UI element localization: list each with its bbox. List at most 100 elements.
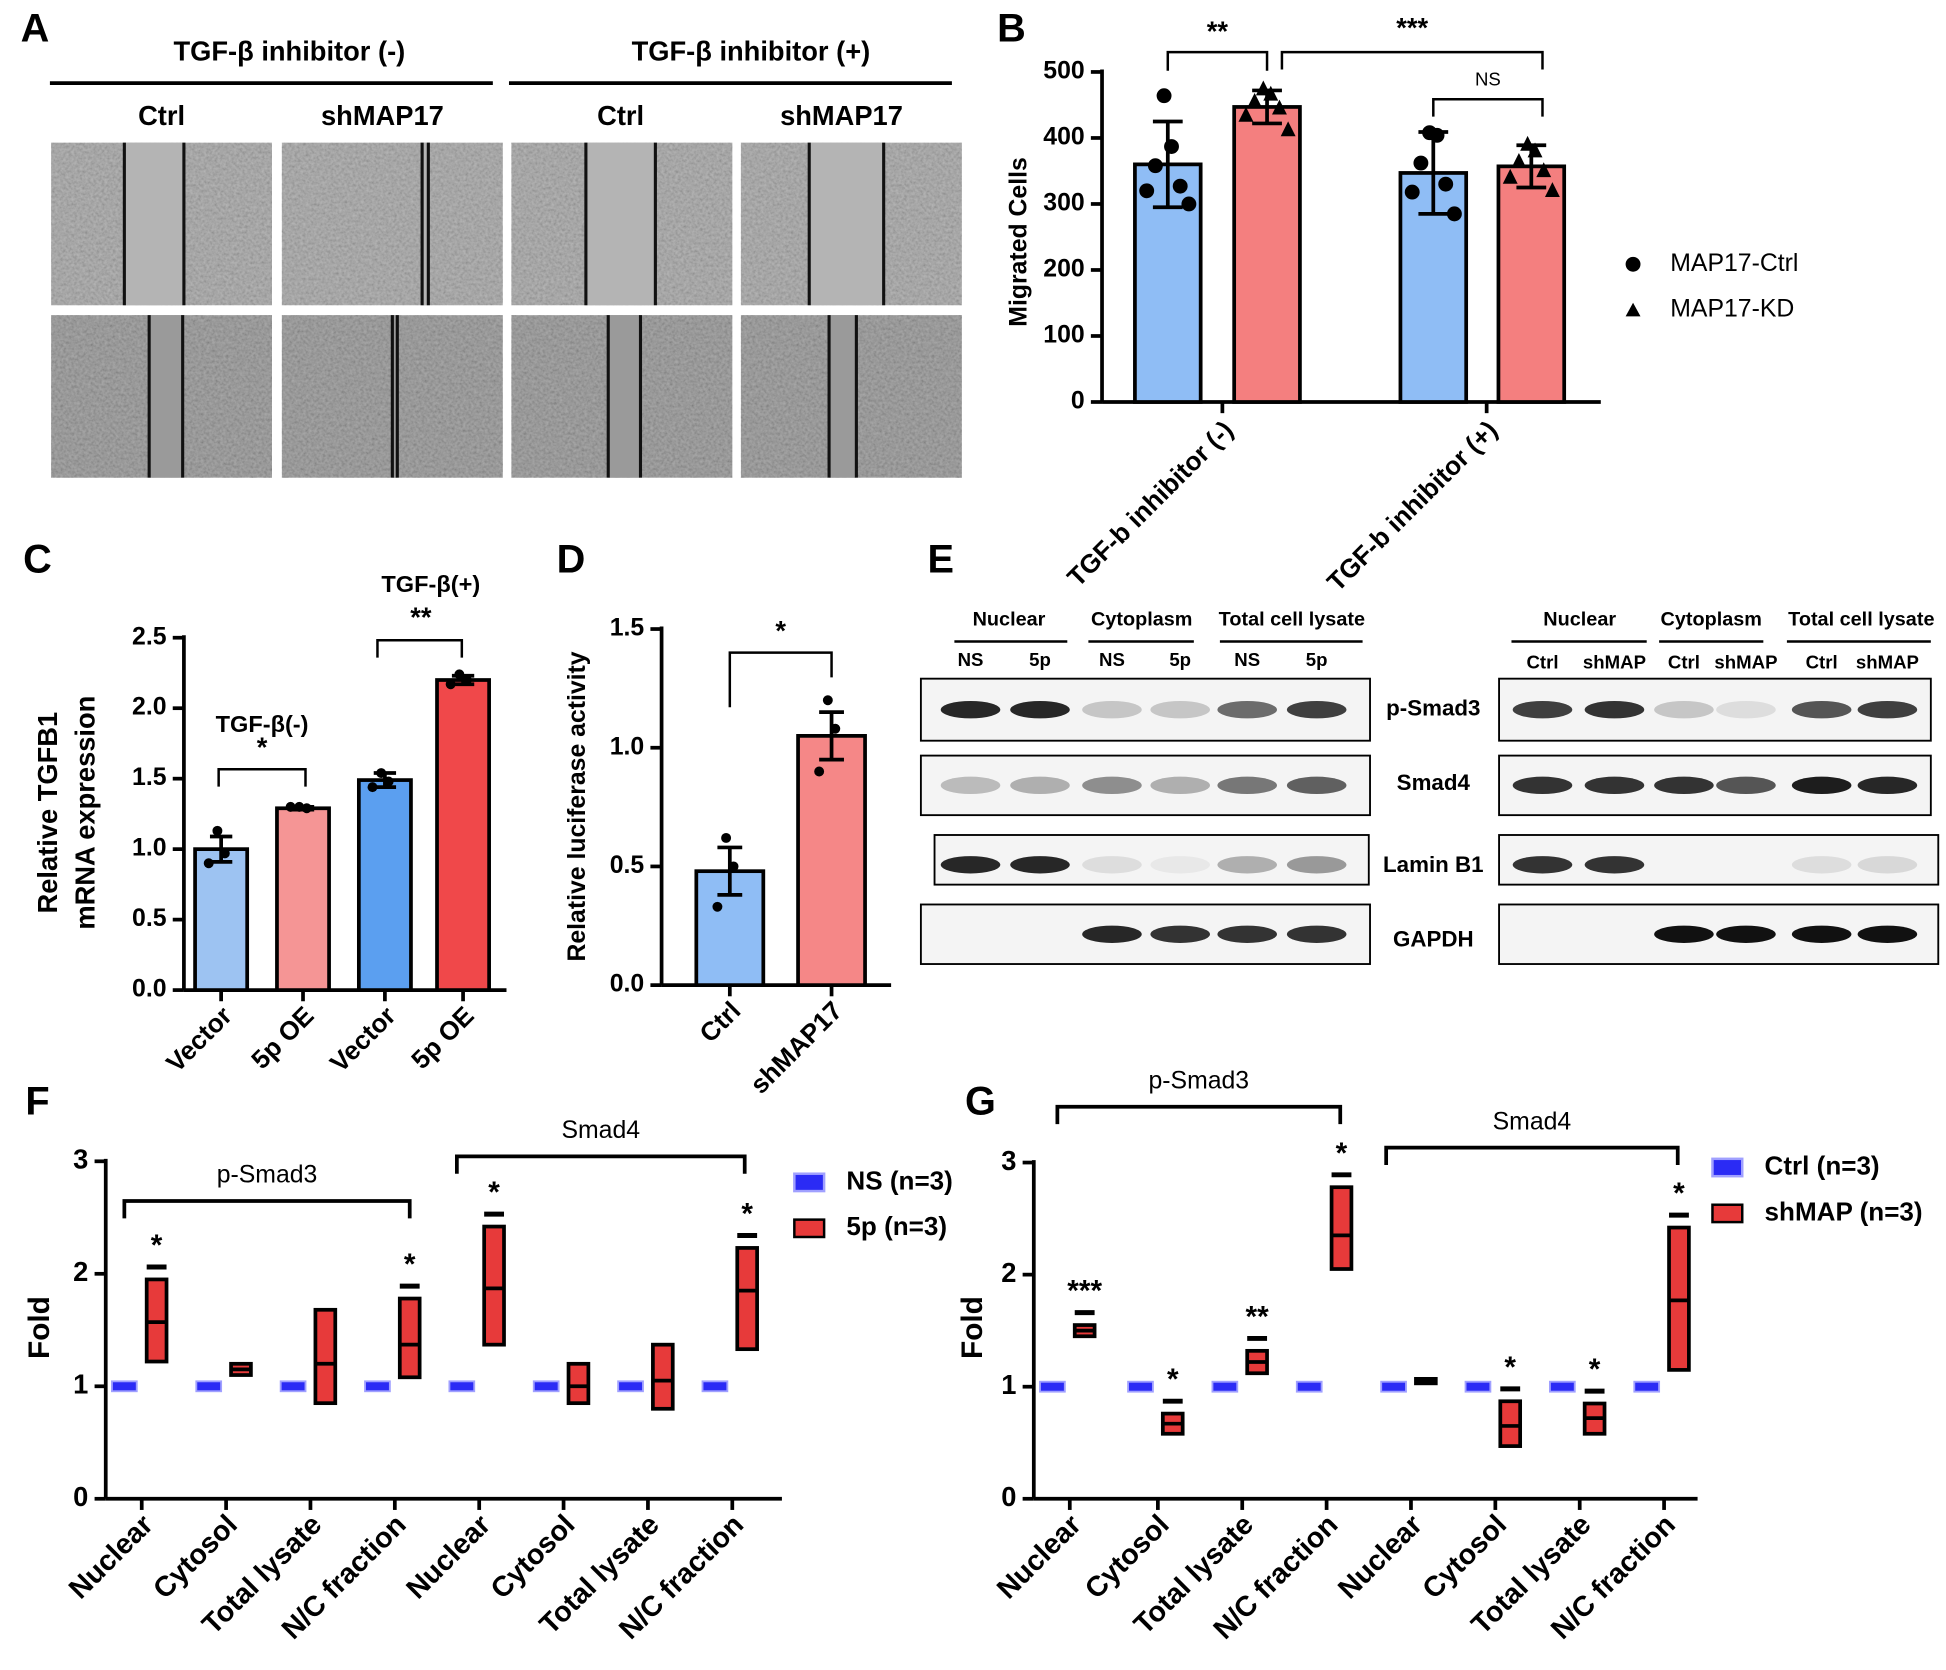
data-point <box>445 679 456 690</box>
y-tick-label: 1.0 <box>132 835 166 862</box>
error-bar <box>717 845 743 897</box>
bracket <box>1055 1104 1343 1125</box>
y-axis-label: Fold <box>956 1296 989 1359</box>
legend-label: shMAP (n=3) <box>1765 1196 1923 1226</box>
data-point <box>1181 196 1197 212</box>
range-bar <box>566 1361 591 1406</box>
significance-label: * <box>741 1198 753 1231</box>
control-mark <box>532 1380 560 1393</box>
data-point <box>1438 176 1454 192</box>
fraction-header: Nuclear <box>1543 609 1616 631</box>
fraction-header: Total cell lysate <box>1788 609 1934 631</box>
lane-label: Ctrl <box>1526 652 1558 673</box>
y-axis-label: Relative TGFB1 <box>32 712 63 914</box>
range-bar <box>482 1224 506 1347</box>
column-header: shMAP17 <box>321 100 444 131</box>
y-tick-label: 500 <box>1043 58 1084 85</box>
lane-label: shMAP <box>1714 652 1777 673</box>
legend-label: MAP17-Ctrl <box>1670 250 1798 277</box>
band <box>1654 776 1714 795</box>
condition-header: TGF-β inhibitor (-) <box>173 36 405 67</box>
group-label: Smad4 <box>1493 1108 1572 1135</box>
band <box>1857 925 1918 943</box>
group-label: p-Smad3 <box>1148 1067 1249 1094</box>
lane-label: shMAP <box>1583 652 1646 673</box>
lane-label: Ctrl <box>1668 652 1700 673</box>
wound-gap <box>392 315 398 478</box>
band <box>1217 776 1277 795</box>
bar <box>796 734 867 987</box>
significance-label: * <box>775 615 786 646</box>
fraction-header: Cytoplasm <box>1660 609 1761 631</box>
y-tick-label: 100 <box>1043 322 1084 349</box>
band <box>1010 856 1070 874</box>
significance-label: NS <box>1475 69 1501 90</box>
y-tick-label: 2 <box>1001 1257 1016 1288</box>
group-label: Smad4 <box>561 1117 640 1144</box>
y-tick-label: 2 <box>73 1256 88 1287</box>
data-point <box>814 766 825 777</box>
significance-label: * <box>1589 1353 1601 1386</box>
data-point <box>1404 184 1420 200</box>
significance-label: *** <box>1067 1275 1102 1308</box>
wound-gap <box>585 142 656 306</box>
band <box>1150 701 1210 719</box>
y-tick-label: 1 <box>1001 1369 1016 1400</box>
bar <box>435 678 491 992</box>
significance-label: ** <box>1207 16 1229 47</box>
significance-label: * <box>151 1229 163 1262</box>
bracket <box>728 651 833 708</box>
y-tick-label: 0 <box>1001 1481 1016 1512</box>
band <box>1082 701 1142 719</box>
significance-label: ** <box>410 601 432 632</box>
band <box>1082 856 1142 874</box>
band <box>1512 776 1573 795</box>
band <box>1082 925 1142 943</box>
data-point <box>212 825 223 836</box>
significance-label: ** <box>1246 1300 1270 1333</box>
band <box>1217 701 1277 719</box>
control-mark <box>364 1380 391 1393</box>
legend-label: Ctrl (n=3) <box>1765 1150 1880 1180</box>
wound-gap <box>608 315 641 478</box>
bracket <box>1166 50 1269 71</box>
blot <box>1498 834 1940 886</box>
data-point <box>367 782 378 793</box>
wound-gap <box>124 142 184 306</box>
band <box>1791 856 1852 874</box>
y-tick-label: 1.5 <box>132 764 167 791</box>
legend-swatch <box>793 1218 826 1239</box>
legend-swatch <box>1711 1157 1744 1178</box>
band <box>1286 776 1347 795</box>
data-point <box>822 695 833 706</box>
data-point <box>461 675 472 685</box>
band <box>1584 776 1645 795</box>
y-tick-label: 3 <box>1001 1145 1016 1176</box>
blot <box>933 834 1370 886</box>
lane-label: 5p <box>1306 649 1328 670</box>
y-tick-label: 200 <box>1043 256 1084 283</box>
wound-gap <box>149 315 183 478</box>
bar <box>193 847 250 992</box>
panel-label: B <box>997 7 1026 51</box>
lane-label: NS <box>958 649 984 670</box>
legend-label: NS (n=3) <box>846 1165 952 1195</box>
data-point <box>454 669 465 680</box>
data-point <box>1247 92 1263 108</box>
band <box>1716 701 1776 719</box>
band <box>1857 776 1918 795</box>
lane-label: 5p <box>1029 649 1051 670</box>
data-point <box>1536 162 1552 178</box>
control-mark <box>1211 1380 1239 1393</box>
data-point <box>1527 142 1543 158</box>
band <box>1150 776 1210 795</box>
bracket <box>1280 50 1544 70</box>
band <box>1286 856 1347 874</box>
band <box>1082 776 1142 795</box>
band <box>1654 701 1714 719</box>
error-bar <box>819 710 844 762</box>
significance-label: * <box>404 1248 416 1281</box>
band <box>1716 925 1776 943</box>
lane-label: NS <box>1234 649 1260 670</box>
range-bar <box>651 1342 675 1411</box>
